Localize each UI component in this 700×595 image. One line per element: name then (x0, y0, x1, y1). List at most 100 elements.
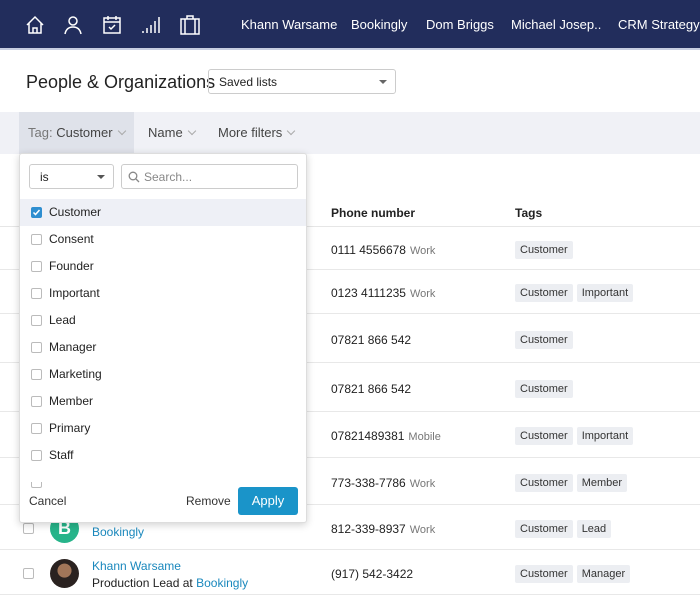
option-label: Staff (49, 448, 74, 462)
tags-cell: Customer (515, 241, 573, 259)
phone-number: 812-339-8937 Work (331, 522, 435, 536)
phone-number: 07821 866 542 (331, 333, 415, 347)
recent-crm-strategy[interactable]: CRM Strategy (618, 17, 700, 32)
tag-badge: Customer (515, 427, 573, 445)
table-row[interactable]: 07821 866 542 Customer (0, 314, 700, 363)
search-placeholder: Search... (144, 170, 193, 184)
tag-badge: Customer (515, 331, 573, 349)
operator-select[interactable]: is (29, 164, 114, 189)
calendar-check-icon[interactable] (101, 14, 123, 36)
apply-button[interactable]: Apply (238, 487, 298, 515)
phone-type: Work (409, 478, 436, 490)
saved-lists-select[interactable]: Saved lists (208, 69, 396, 94)
phone-number: 0123 4111235 Work (331, 286, 435, 300)
tags-cell: Customer Important (515, 284, 634, 302)
tag-option[interactable]: Primary (20, 415, 306, 442)
phone-number: 07821 866 542 (331, 382, 415, 396)
chevron-down-icon (287, 126, 296, 136)
tag-filter-value: Customer (56, 125, 113, 140)
tag-option[interactable]: Marketing (20, 361, 306, 388)
filter-bar: Tag: Customer Name More filters (0, 112, 700, 154)
tag-search-input[interactable]: Search... (121, 164, 298, 189)
tag-badge: Customer (515, 474, 573, 492)
operator-value: is (40, 170, 49, 184)
briefcase-icon[interactable] (179, 14, 201, 36)
option-label: Primary (49, 421, 91, 435)
tag-badge: Manager (576, 565, 631, 583)
tag-option[interactable]: Customer (20, 199, 306, 226)
phone-value: 812-339-8937 (331, 522, 406, 536)
checkbox[interactable] (31, 261, 42, 272)
table-row[interactable]: 812-339-8937 Work Customer Lead B Bookingly (0, 505, 700, 550)
row-checkbox[interactable] (23, 523, 34, 534)
phone-column-header[interactable]: Phone number (331, 206, 416, 220)
signal-bars-icon[interactable] (140, 14, 162, 36)
table-row[interactable]: 773-338-7786 Work Customer Member (0, 458, 700, 505)
recent-khann-warsame[interactable]: Khann Warsame (241, 17, 338, 32)
tag-badge: Important (576, 427, 634, 445)
cancel-button[interactable]: Cancel (29, 494, 67, 508)
top-navbar: Khann Warsame Bookingly Dom Briggs Micha… (0, 0, 700, 50)
org-link[interactable]: Bookingly (196, 576, 249, 590)
tag-option[interactable]: Member (20, 388, 306, 415)
job-title: Production Lead at (92, 576, 193, 590)
phone-value: 0111 4556678 (331, 243, 406, 257)
checkbox[interactable] (31, 315, 42, 326)
tag-option[interactable]: Manager (20, 334, 306, 361)
checkbox[interactable] (31, 207, 42, 218)
option-label: Important (49, 286, 100, 300)
person-name-link[interactable]: Khann Warsame (92, 559, 181, 573)
phone-value: 07821 866 542 (331, 382, 412, 396)
phone-type: Work (409, 245, 436, 257)
phone-value: (917) 542-3422 (331, 567, 414, 581)
phone-value: 773-338-7786 (331, 476, 406, 490)
checkbox[interactable] (31, 234, 42, 245)
phone-number: 773-338-7786 Work (331, 476, 435, 490)
option-label: Marketing (49, 367, 102, 381)
person-icon[interactable] (62, 14, 84, 36)
option-label: Lead (49, 313, 76, 327)
tag-option[interactable]: Founder (20, 253, 306, 280)
phone-number: 0111 4556678 Work (331, 243, 435, 257)
tags-cell: Customer Manager (515, 565, 631, 583)
checkbox[interactable] (31, 450, 42, 461)
table-row[interactable]: (917) 542-3422 Customer Manager Khann Warsa… (0, 550, 700, 595)
tag-option[interactable]: Important (20, 280, 306, 307)
tag-badge: Customer (515, 241, 573, 259)
tags-column-header[interactable]: Tags (515, 206, 543, 220)
org-name-link[interactable]: Bookingly (92, 525, 145, 539)
option-label: Consent (49, 232, 94, 246)
tag-badge: Customer (515, 380, 573, 398)
home-icon[interactable] (24, 14, 46, 36)
checkbox[interactable] (31, 342, 42, 353)
tag-badge: Customer (515, 520, 573, 538)
checkbox[interactable] (31, 288, 42, 299)
phone-value: 07821489381 (331, 429, 405, 443)
remove-button[interactable]: Remove (186, 494, 231, 508)
recent-dom-briggs[interactable]: Dom Briggs (426, 17, 494, 32)
row-checkbox[interactable] (23, 568, 34, 579)
table-row[interactable]: 07821 866 542 Customer (0, 363, 700, 412)
tags-cell: Customer Important (515, 427, 634, 445)
more-filters-button[interactable]: More filters (209, 112, 303, 154)
tag-filter-button[interactable]: Tag: Customer (19, 112, 134, 154)
recent-bookingly[interactable]: Bookingly (351, 17, 408, 32)
tag-badge: Customer (515, 284, 573, 302)
saved-lists-label: Saved lists (219, 75, 278, 89)
checkbox[interactable] (31, 423, 42, 434)
chevron-down-icon (187, 126, 196, 136)
tag-badge: Lead (576, 520, 612, 538)
option-label: Founder (49, 259, 94, 273)
more-filters-label: More filters (218, 125, 283, 140)
checkbox[interactable] (31, 369, 42, 380)
name-filter-button[interactable]: Name (139, 112, 204, 154)
phone-type: Mobile (408, 431, 441, 443)
tag-option[interactable]: Lead (20, 307, 306, 334)
tags-cell: Customer (515, 331, 573, 349)
table-header: Phone number Tags (0, 197, 700, 227)
tags-cell: Customer Lead (515, 520, 612, 538)
checkbox[interactable] (31, 396, 42, 407)
recent-michael[interactable]: Michael Josep.. (511, 17, 602, 32)
tag-option[interactable]: Consent (20, 226, 306, 253)
tag-option[interactable]: Staff (20, 442, 306, 469)
